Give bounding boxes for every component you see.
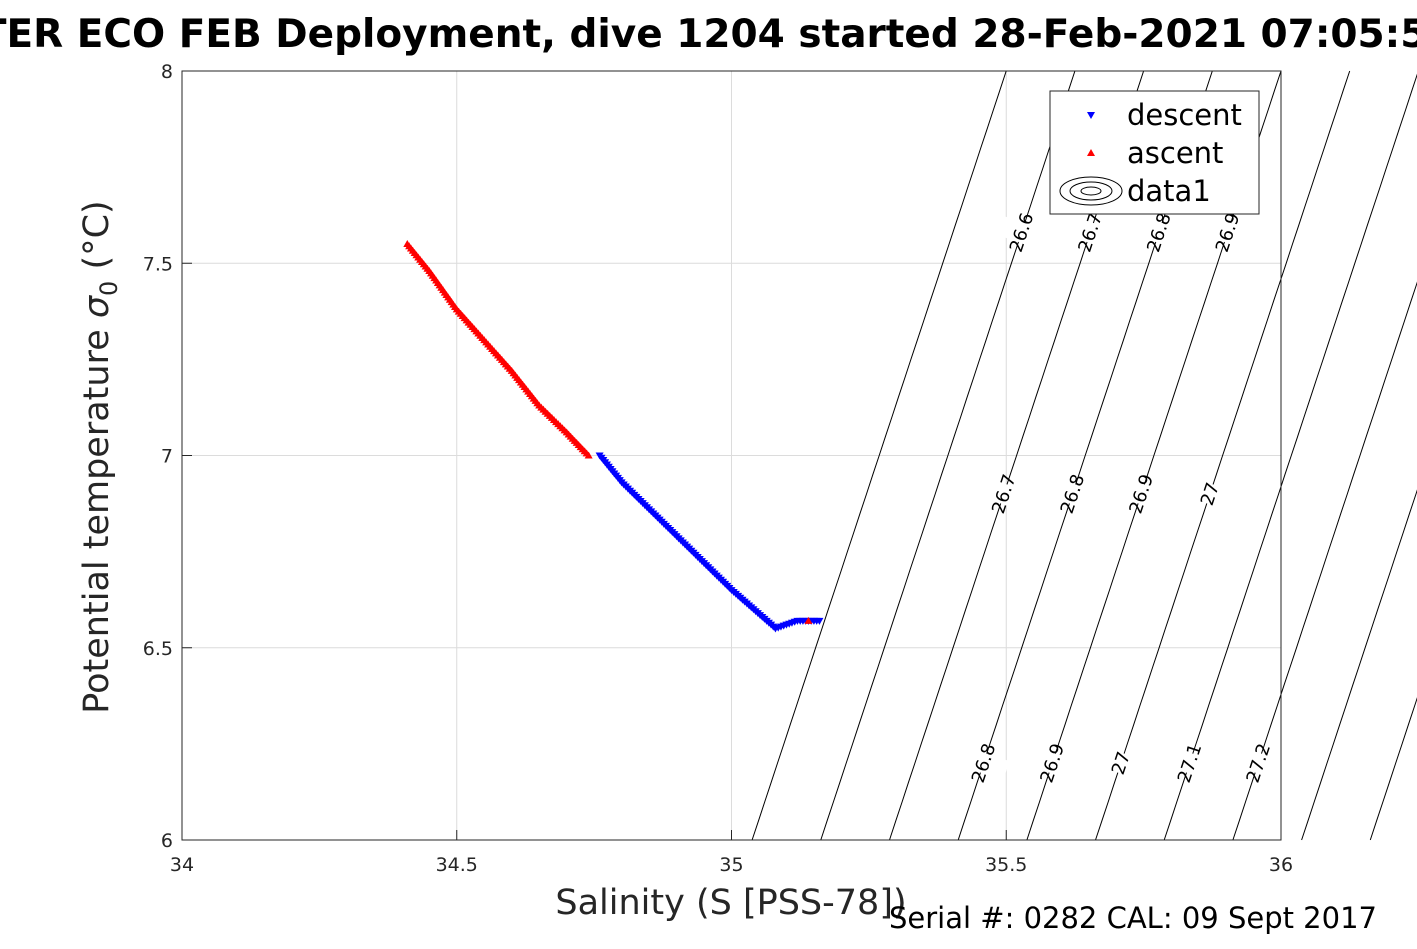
y-axis-label: Potential temperature σ0 (°C) xyxy=(77,200,123,713)
contour-label-background xyxy=(1064,215,1117,250)
contour-label-background xyxy=(1095,746,1147,781)
legend: descent ascent data1 xyxy=(1049,90,1260,215)
density-contours xyxy=(751,70,1417,841)
x-tick-label: 34 xyxy=(170,854,194,876)
y-axis-label-sigma: σ xyxy=(77,294,117,318)
contour-label-background xyxy=(977,476,1030,511)
legend-descent-label: descent xyxy=(1127,98,1242,132)
data-point-ascent xyxy=(584,451,593,459)
isopycnal-line xyxy=(1301,489,1417,841)
legend-box xyxy=(1049,90,1260,215)
contour-label-background xyxy=(995,215,1048,250)
legend-data1-label: data1 xyxy=(1127,174,1211,208)
contour-label-background xyxy=(1201,215,1254,250)
legend-descent-marker xyxy=(1087,112,1095,119)
isopycnal-line xyxy=(751,70,1007,841)
isopycnal-line xyxy=(820,70,1076,841)
legend-ascent-marker xyxy=(1087,149,1095,156)
y-tick-label: 7.5 xyxy=(143,253,173,275)
contour-label-background xyxy=(1183,476,1236,511)
contour-label-background xyxy=(1232,746,1285,781)
x-tick-label: 34.5 xyxy=(436,854,478,876)
y-tick-label: 6 xyxy=(161,830,173,852)
isopycnal-line xyxy=(1232,281,1417,841)
y-axis-label-unit: (°C) xyxy=(77,200,117,280)
legend-ascent-label: ascent xyxy=(1127,136,1223,170)
x-tick-label: 35 xyxy=(719,854,743,876)
serial-calibration-note: Serial #: 0282 CAL: 09 Sept 2017 xyxy=(889,901,1377,935)
y-axis-label-subscript: 0 xyxy=(95,281,123,296)
isopycnal-line xyxy=(1163,73,1417,841)
x-tick-label: 35.5 xyxy=(985,854,1027,876)
y-tick-label: 6.5 xyxy=(143,638,173,660)
axis-ticks: 34 34.5 35 35.5 36 6 6.5 7 7.5 8 xyxy=(143,61,1293,876)
contour-label-background xyxy=(1115,476,1168,511)
contour-label-background xyxy=(957,746,1010,781)
contour-label-background xyxy=(1133,215,1185,250)
y-tick-label: 7 xyxy=(161,446,173,468)
isopycnal-line xyxy=(1095,70,1351,841)
isopycnal-line xyxy=(1369,697,1417,841)
contour-label-background xyxy=(1046,476,1099,511)
chart-title: LTER ECO FEB Deployment, dive 1204 start… xyxy=(0,12,1417,57)
contour-label-background xyxy=(1163,746,1216,781)
data-series xyxy=(403,240,824,633)
legend-contour-icon xyxy=(1059,176,1123,206)
contour-label-background xyxy=(1026,746,1079,781)
x-tick-label: 36 xyxy=(1269,854,1293,876)
data-point-ascent xyxy=(804,616,813,624)
data-point-descent xyxy=(815,617,824,625)
y-axis-label-main: Potential temperature xyxy=(77,318,117,714)
x-axis-label: Salinity (S [PSS-78]) xyxy=(555,883,906,923)
y-tick-label: 8 xyxy=(161,61,173,83)
